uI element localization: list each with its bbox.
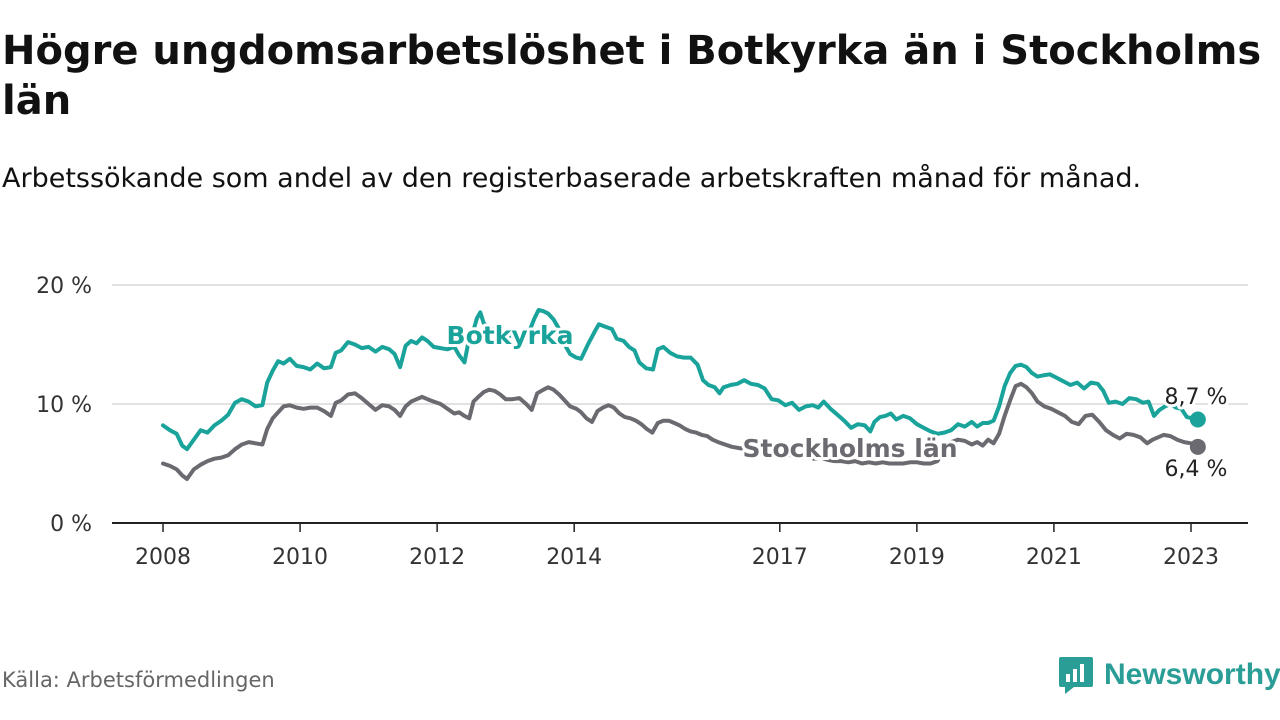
end-point-stockholms-l-n bbox=[1189, 438, 1206, 455]
axes: 0 % 10 % 20 % 2008 2010 2012 2014 2017 2019 2021 2… bbox=[36, 274, 1248, 570]
y-tick-label: 20 % bbox=[36, 274, 92, 299]
x-tick-label: 2019 bbox=[889, 545, 945, 570]
chart-subtitle: Arbetssökande som andel av den registerb… bbox=[2, 163, 1142, 194]
end-value-botkyrka-halo: 8,7 % bbox=[1165, 385, 1228, 410]
newsworthy-logo-icon bbox=[1059, 657, 1093, 694]
x-tick-label: 2010 bbox=[272, 545, 328, 570]
series-label-stockholm-halo: Stockholms län bbox=[743, 434, 958, 463]
x-tick-label: 2021 bbox=[1026, 545, 1082, 570]
x-tick-label: 2012 bbox=[409, 545, 465, 570]
brand-name: Newsworthy bbox=[1104, 658, 1280, 691]
x-tick-label: 2017 bbox=[752, 545, 808, 570]
end-value-stockholm-halo: 6,4 % bbox=[1165, 457, 1228, 482]
source-note: Källa: Arbetsförmedlingen bbox=[2, 668, 275, 692]
grid-lines bbox=[112, 284, 1248, 405]
brand-logo[interactable]: Newsworthy bbox=[1058, 652, 1280, 698]
end-point-botkyrka bbox=[1189, 411, 1206, 428]
series-line-botkyrka bbox=[161, 308, 1200, 452]
series-lines bbox=[161, 308, 1206, 481]
series-label-botkyrka: Botkyrka bbox=[447, 321, 574, 350]
series-line-stockholms-l-n bbox=[161, 381, 1200, 481]
y-tick-label: 0 % bbox=[50, 512, 92, 537]
x-tick-label: 2008 bbox=[135, 545, 191, 570]
end-value-stockholm: 6,4 % bbox=[1165, 457, 1228, 482]
chart-title: Högre ungdomsarbetslöshet i Botkyrka än … bbox=[2, 28, 1262, 124]
series-label-stockholm: Stockholms län bbox=[743, 434, 958, 463]
series-label-botkyrka-halo: Botkyrka bbox=[447, 321, 574, 350]
y-tick-label: 10 % bbox=[36, 393, 92, 418]
end-value-botkyrka: 8,7 % bbox=[1165, 385, 1228, 410]
x-tick-label: 2023 bbox=[1163, 545, 1219, 570]
x-tick-label: 2014 bbox=[546, 545, 602, 570]
